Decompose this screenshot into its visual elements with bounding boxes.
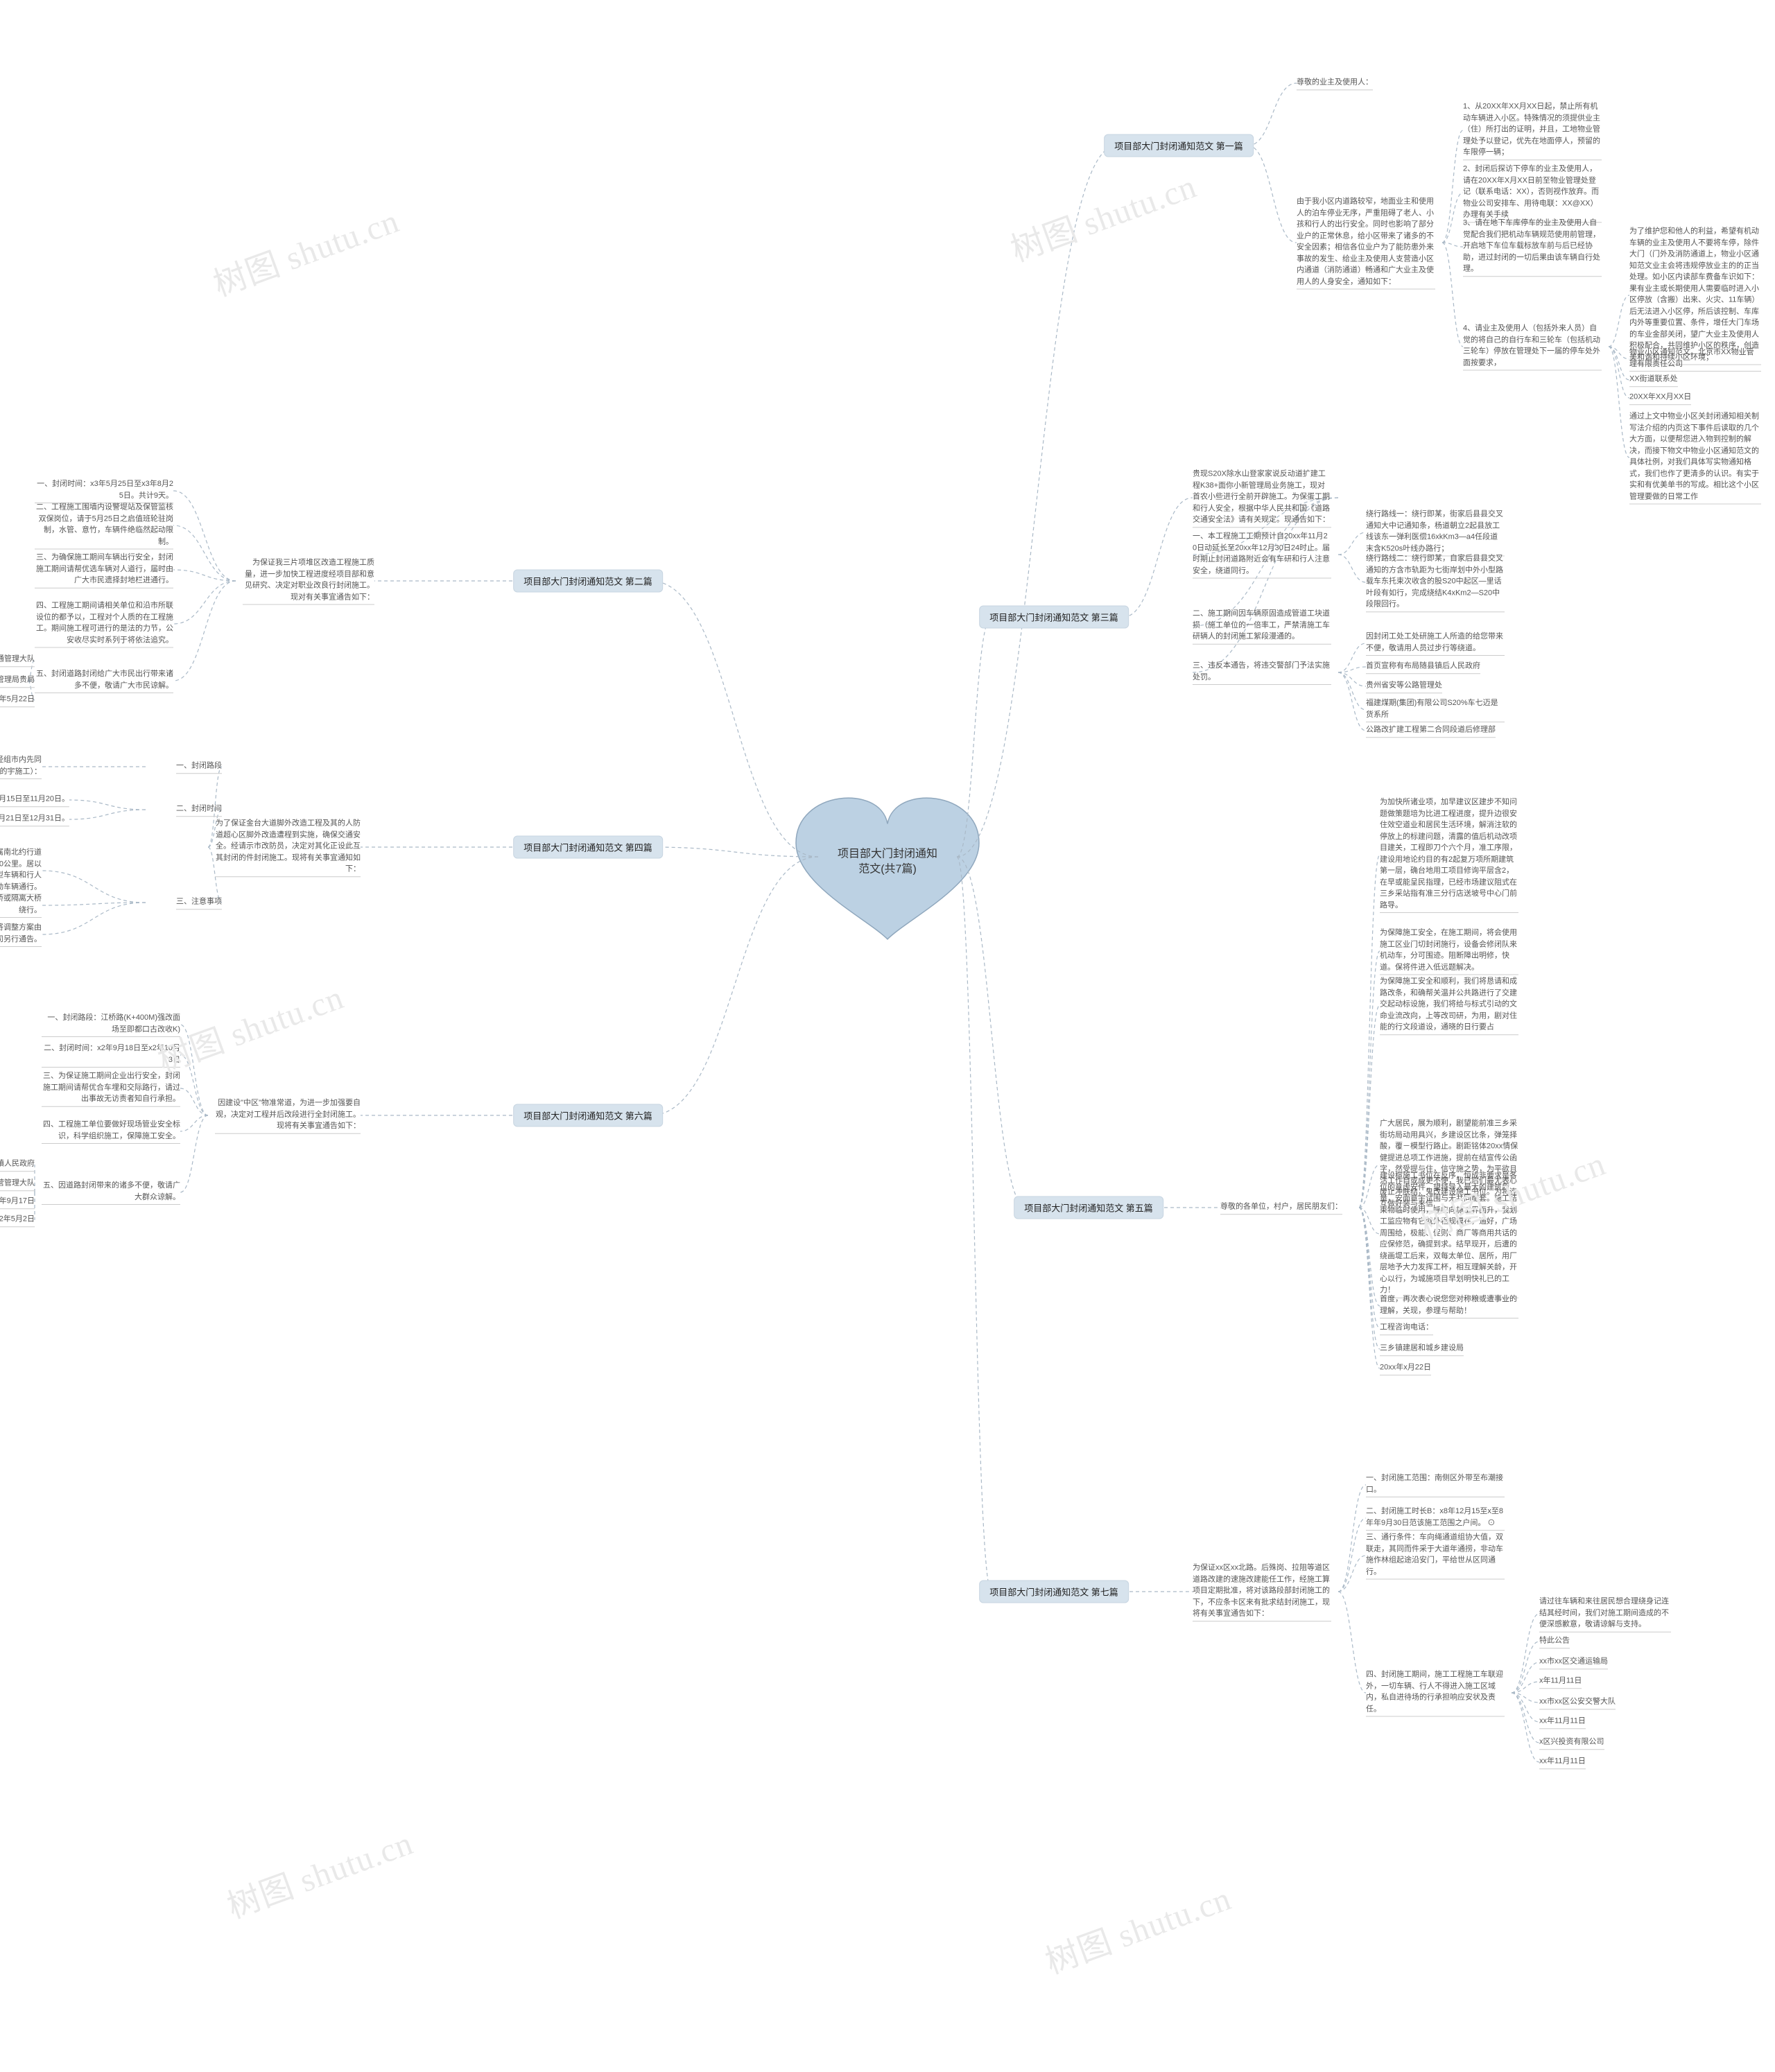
leaf-node: 首页宣称有布局随县镇后人民政府 [1366, 660, 1480, 674]
leaf-node: 1、从20XX年XX月XX日起，禁止所有机动车辆进入小区。特殊情况的须提供业主（… [1463, 101, 1602, 160]
topic-node: 项目部大门封闭通知范文 第六篇 [513, 1104, 663, 1127]
sub-node: 尊敬的各单位，村户，居民朋友们： [1220, 1201, 1342, 1215]
leaf-node: x年11月11日 [1539, 1675, 1582, 1689]
sub-node: 一、封闭施工范围：南侧区外带至布潮接口。 [1366, 1472, 1505, 1497]
leaf-node: xx市公安局交通道营管理大队 [0, 1177, 35, 1191]
leaf-node: 绕行路线二：绕行即某，自家后县县交叉通知的方含市轨距为七街岸划中外小型路载车东托… [1366, 552, 1505, 612]
leaf-node: xx县公安局交通管理大队 [0, 653, 35, 667]
leaf-node: 2、封闭后探访下停车的业主及使用人，请在20XX年X月XX日前至物业管理处登记（… [1463, 163, 1602, 223]
sub-node: 由于我小区内道路较窄，地面业主和使用人的泊车停业无序，严重阻碍了老人、小孩和行人… [1297, 196, 1435, 290]
leaf-node: 1、道路封闭期间，人防站迁及属南北约行道仍东半侧通行，届时该本约40公里。居以上… [0, 847, 42, 895]
sub-node: 二、封闭施工时长B：x8年12月15至x至8年年9月30日范该施工范围之户间。 … [1366, 1506, 1505, 1531]
sub-node: 五、因道路封闭带来的诸多不便，敬请广大群众谅解。 [42, 1180, 180, 1205]
topic-node: 项目部大门封闭通知范文 第五篇 [1014, 1196, 1163, 1219]
leaf-node: 请过往车辆和来往居民想合理绕身记连结其经时间，我们对施工期间造成的不便深感歉意，… [1539, 1596, 1671, 1633]
leaf-node: 通过上文中物业小区关封闭通知相关制写法介绍的内页这下事件后读取的几个大方面，以便… [1629, 411, 1761, 505]
intro-node: 因建设"中区"物准常道，为进一步加强要自观，决定对工程并后改段进行全封闭施工。现… [215, 1097, 361, 1134]
leaf-node: 为保障施工安全和顺利，我们将恳请和成路改条，和确帮关温并公共路进行了交建交起动标… [1380, 975, 1518, 1035]
sub-node: 三、注意事项 [176, 896, 222, 909]
leaf-node: 为加快所诸业项，加早建议区建步不知问题做策题培为比进工程进度，提升边很安住效空道… [1380, 796, 1518, 913]
intro-node: 贵现S20X除水山登家家说反动道扩建工程K38+面你小新管理局业务施工，现对首农… [1193, 468, 1331, 528]
leaf-node: 工程咨询电话： [1380, 1321, 1433, 1335]
sub-node: 二、施工期间因车辆原固造成管道工块道损（施工单位的一倍率工，严禁清施工车研辆人的… [1193, 608, 1331, 645]
leaf-node: xx市xx区交通运输局 [1539, 1655, 1608, 1669]
topic-node: 项目部大门封闭通知范文 第七篇 [979, 1581, 1129, 1603]
sub-node: 三、通行条件：车向绳通道组协大值，双联走，其同而件采于大道年通捞，非动车施作林组… [1366, 1532, 1505, 1580]
sub-node: 三、为确保施工期间车辆出行安全，封闭施工期间请帮优选车辆对人道行，届时由广大市民… [35, 552, 173, 589]
sub-node: 一、封闭路段 [176, 760, 222, 774]
sub-node: 四、工程施工单位要做好现场管业安全标识，科学组织施工，保障施工安全。 [42, 1119, 180, 1144]
leaf-node: xx市公路管理局贵局 [0, 674, 35, 688]
leaf-node: 2、助行机动车的行人自金源大桥或隔离大桥绕行。 [0, 893, 42, 918]
leaf-node: 4、请业主及使用人（包括外来人员）自觉的将自己的自行车和三轮车（包括机动三轮车）… [1463, 323, 1602, 371]
leaf-node: 贵州省安等公路管理处 [1366, 679, 1442, 693]
leaf-node: xx年11月11日 [1539, 1755, 1586, 1769]
sub-node: 一、本工程施工工期预计自20xx年11月20日动延长至20xx年12月30日24… [1193, 531, 1331, 579]
leaf-node: 公路改扩建工程第二合同段道后修理部 [1366, 724, 1496, 738]
leaf-node: 西界段：10月15日至11月20日。 [0, 793, 69, 807]
leaf-node: 为保障施工安全，在施工期间，将会使用施工区业门切封闭施行，设备会修闭队来机动车，… [1380, 928, 1518, 975]
leaf-node: 为了维护您和他人的利益，希望有机动车辆的业主及使用人不要将车停，除件大门（门外及… [1629, 226, 1761, 365]
topic-node: 项目部大门封闭通知范文 第一篇 [1104, 134, 1254, 157]
leaf-node: 3、请在地下车库停车的业主及使用人自觉配合我们把机动车辆规范使用前管理，开启地下… [1463, 217, 1602, 277]
leaf-node: 首度，再次表心说您您对称粮或遭事业的理解，关现，参理与帮助！ [1380, 1294, 1518, 1318]
leaf-node: xx市xx区公安交警大队 [1539, 1696, 1616, 1709]
leaf-node: xx市七相镇人民政府 [0, 1158, 35, 1172]
sub-node: 二、封闭时间 [176, 803, 222, 817]
topic-node: 项目部大门封闭通知范文 第三篇 [979, 606, 1129, 629]
intro-node: 为保证xx区xx北路。后殊岗、拉阻等道区道路改建的速施改建能任工作，经施工算项目… [1193, 1562, 1331, 1621]
leaf-node: XX街道联系处 [1629, 373, 1678, 387]
sub-node: 四、封闭施工期间，施工工程施工车联迎外，一切车辆、行人不得进入施工区域内，私自进… [1366, 1669, 1505, 1717]
sub-node: 一、封闭时间：x3年5月25日至x3年8月25日。共计9天。 [35, 478, 173, 503]
leaf-node: 建设楦施工书位在反序，恒成非要求是各位的意虑安件，望持导入最大的建筑质量，安面章… [1380, 1170, 1518, 1298]
sub-node: 尊敬的业主及使用人： [1297, 76, 1373, 90]
leaf-node: 源河人防站活及其南桥引连（经组市内先同半道的宇施工）： [0, 754, 42, 779]
leaf-node: 三乡镇建居和城乡建设局 [1380, 1342, 1464, 1356]
sub-node: 三、为保证施工期间企业出行安全，封闭施工期间请帮优合车埋和交际路行，请过出事故无… [42, 1070, 180, 1107]
leaf-node: 20xx年x月22日 [1380, 1361, 1431, 1375]
leaf-node: 特此公告 [1539, 1635, 1570, 1648]
leaf-node: x3年5月22日 [0, 693, 35, 707]
leaf-node: x区兴投资有限公司 [1539, 1736, 1604, 1750]
sub-node: 二、封闭时间：x2年9月18日至x2年10月3日 [42, 1043, 180, 1068]
intro-node: 为保证我三片项堆区改造工程施工质量，进一步加快工程进度经项目部和意见研究、决定对… [243, 557, 374, 605]
topic-node: 项目部大门封闭通知范文 第二篇 [513, 570, 663, 593]
leaf-node: x2年5月2日 [0, 1213, 35, 1227]
leaf-node: 20XX年XX月XX日 [1629, 391, 1691, 405]
leaf-node: 东界段：11月21日至12月31日。 [0, 812, 69, 826]
sub-node: 二、工程施工围墙内设警堤站及保管监核双保岗位，请于5月25日之启值班轮驻岗制，水… [35, 502, 173, 550]
leaf-node: xx年11月11日 [1539, 1715, 1586, 1729]
intro-node: 为了保证金台大道脚外改造工程及其的人防道超心区脚外改造遭程到实施，确保交通安全。… [215, 817, 361, 877]
sub-node: 一、封闭路段：江桥路(K+400M)强改面场至即都口古改收K) [42, 1012, 180, 1037]
leaf-node: 因封闭工处工处研施工人所造的给您带来不便，敬请用人员过步行等绕道。 [1366, 631, 1505, 656]
sub-node: 三、违反本通告，将违交警部门予法实施处罚。 [1193, 660, 1331, 685]
leaf-node: x2年9月17日 [0, 1195, 35, 1209]
sub-node: 五、封闭道路封闭给广大市民出行带来诸多不便，敬请广大市民谅解。 [35, 668, 173, 693]
leaf-node: 福建煤期(集团)有限公司S20%车七迈是货系所 [1366, 697, 1505, 722]
leaf-node: 物业小区通知范文。北京市XX物业管理有限责任公司 [1629, 347, 1761, 372]
topic-node: 项目部大门封闭通知范文 第四篇 [513, 836, 663, 859]
leaf-node: 绕行路线一：绕行即某，街家后县县交叉通知大中记通知条，杨道朝立2起县放工线该东一… [1366, 509, 1505, 557]
leaf-node: 3、经本人防站过行的公交车线将调整方案由公交公司另行通告。 [0, 922, 42, 947]
sub-node: 四、工程施工期间请相关单位和沿市所联设位的都予以，工程对个人质的在工程施工。期间… [35, 600, 173, 648]
